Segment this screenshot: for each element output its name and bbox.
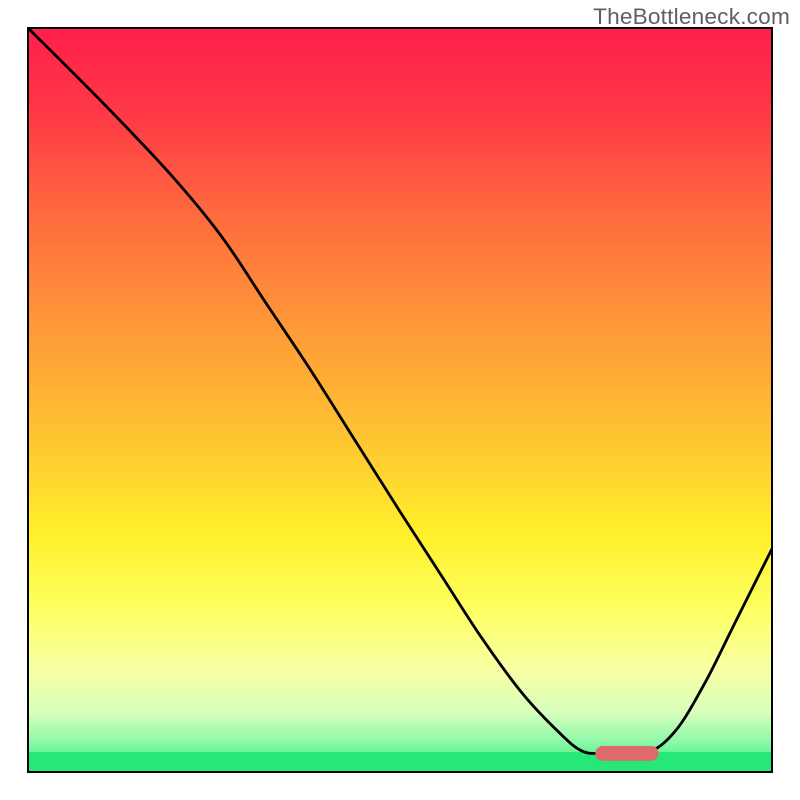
bottleneck-chart [0, 0, 800, 800]
chart-container: TheBottleneck.com [0, 0, 800, 800]
watermark-text: TheBottleneck.com [593, 4, 790, 30]
plot-area [28, 28, 772, 772]
bottom-green-band [28, 752, 772, 772]
optimal-marker [595, 746, 658, 761]
